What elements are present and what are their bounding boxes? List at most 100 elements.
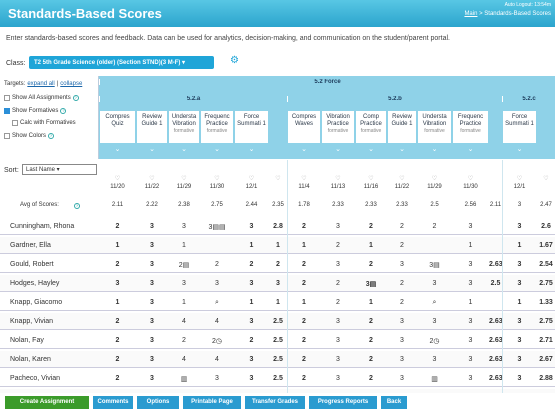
comment-toggle-icon[interactable]: ♡ [149, 176, 155, 182]
score-cell[interactable]: 3 [150, 223, 154, 230]
score-cell[interactable]: 1 [115, 242, 120, 249]
score-cell[interactable]: 2 [302, 375, 306, 382]
score-cell[interactable]: 3 [249, 318, 254, 325]
score-cell[interactable]: 3▤ [365, 281, 377, 288]
assignment-column-header[interactable]: Frequenc Practice formative [200, 110, 234, 144]
comment-toggle-icon[interactable]: ♡ [467, 176, 474, 182]
score-cell[interactable]: 1 [249, 299, 254, 306]
score-cell[interactable]: 2 [369, 318, 373, 325]
comment-toggle-icon[interactable]: ♡ [516, 176, 523, 182]
score-cell[interactable]: 3 [215, 375, 219, 382]
score-cell[interactable]: 1 [369, 299, 373, 306]
score-cell[interactable]: 3 [400, 261, 404, 268]
score-cell[interactable]: 2 [400, 242, 404, 249]
assignment-column-header[interactable]: Frequenc Practice formative [452, 110, 489, 144]
chevron-down-icon[interactable]: ⌄ [214, 146, 220, 153]
back-button[interactable]: Back [381, 396, 407, 409]
sort-select[interactable]: Last Name ▾ [22, 164, 97, 175]
assignment-column-header[interactable]: Review Guide 1 [136, 110, 168, 144]
score-cell[interactable]: 3 [336, 375, 340, 382]
score-cell[interactable]: 3 [468, 280, 473, 287]
score-cell[interactable]: 4 [182, 356, 186, 363]
comment-toggle-icon[interactable]: ♡ [368, 176, 374, 182]
score-cell[interactable]: 2 [302, 261, 306, 268]
score-cell[interactable]: 2 [302, 318, 306, 325]
calc-formatives-checkbox[interactable] [12, 120, 18, 126]
score-cell[interactable]: 2 [115, 318, 120, 325]
score-cell[interactable]: 1 [115, 299, 120, 306]
show-all-row[interactable]: Show All Assignments? [4, 95, 79, 101]
score-cell[interactable]: 2▤ [178, 262, 190, 269]
score-cell[interactable]: 2 [302, 356, 306, 363]
score-cell[interactable]: 3 [115, 280, 120, 287]
comment-toggle-icon[interactable]: ♡ [248, 176, 255, 182]
assignment-column-header[interactable]: Understa Vibration formative [168, 110, 200, 144]
help-icon[interactable]: ? [48, 133, 55, 139]
score-cell[interactable]: 1 [517, 299, 522, 306]
score-cell[interactable]: 1 [182, 242, 186, 249]
score-cell[interactable]: 1 [302, 299, 306, 306]
score-cell[interactable]: 2 [115, 375, 120, 382]
score-cell[interactable]: 2 [432, 223, 437, 230]
score-cell[interactable]: 3 [517, 223, 522, 230]
help-icon[interactable]: ? [74, 203, 80, 209]
score-cell[interactable]: 1 [369, 242, 373, 249]
gear-icon[interactable]: ⚙ [230, 55, 239, 66]
score-cell[interactable]: 2 [115, 223, 120, 230]
score-cell[interactable]: 3 [249, 356, 254, 363]
chevron-down-icon[interactable]: ⌄ [335, 146, 341, 153]
score-cell[interactable]: 3 [468, 261, 473, 268]
score-cell[interactable]: 3 [400, 356, 404, 363]
score-cell[interactable]: 3▤▤ [208, 224, 226, 231]
score-cell[interactable]: 2 [336, 280, 340, 287]
student-name[interactable]: Gardner, Ella [10, 242, 51, 249]
chevron-down-icon[interactable]: ⌄ [114, 146, 121, 153]
comments-button[interactable]: Comments [93, 396, 133, 409]
score-cell[interactable]: ⌕ [432, 299, 437, 306]
score-cell[interactable]: ⌕ [215, 299, 219, 306]
class-selector[interactable]: T2 5th Grade Science (older) (Section ST… [29, 56, 214, 69]
options-button[interactable]: Options [137, 396, 179, 409]
score-cell[interactable]: 3 [336, 261, 340, 268]
score-cell[interactable]: 4 [215, 356, 219, 363]
score-cell[interactable]: 1 [182, 299, 186, 306]
assignment-column-header[interactable]: Compres Quiz [99, 110, 136, 144]
score-cell[interactable]: 3 [336, 337, 340, 344]
score-cell[interactable]: 3 [468, 223, 473, 230]
score-cell[interactable]: 2 [302, 337, 306, 344]
chevron-down-icon[interactable]: ⌄ [516, 146, 523, 153]
score-cell[interactable]: 3 [517, 356, 522, 363]
score-cell[interactable]: 3 [468, 356, 473, 363]
score-cell[interactable]: 2 [400, 280, 404, 287]
score-cell[interactable]: 3 [468, 337, 473, 344]
chevron-down-icon[interactable]: ⌄ [467, 146, 474, 153]
score-cell[interactable]: 3 [517, 337, 522, 344]
comment-toggle-icon[interactable]: ♡ [275, 176, 281, 182]
comment-toggle-icon[interactable]: ♡ [214, 176, 220, 182]
score-cell[interactable]: 2 [369, 337, 373, 344]
assignment-column-header[interactable]: Review Guide 1 [387, 110, 417, 144]
score-cell[interactable]: 3 [400, 375, 404, 382]
chevron-down-icon[interactable]: ⌄ [368, 146, 374, 153]
comment-toggle-icon[interactable]: ♡ [399, 176, 405, 182]
score-cell[interactable]: 2 [302, 223, 306, 230]
score-cell[interactable]: 3 [336, 223, 340, 230]
score-cell[interactable]: 3 [182, 223, 186, 230]
score-cell[interactable]: 2 [400, 299, 404, 306]
score-cell[interactable]: 2 [369, 356, 373, 363]
score-cell[interactable]: 3 [400, 337, 404, 344]
collapse-link[interactable]: collapse [60, 81, 83, 87]
score-cell[interactable]: 2 [215, 261, 219, 268]
chevron-down-icon[interactable]: ⌄ [301, 146, 307, 153]
transfer-grades-button[interactable]: Transfer Grades [245, 396, 305, 409]
score-cell[interactable]: 2 [182, 337, 186, 344]
score-cell[interactable]: 3 [249, 375, 254, 382]
score-cell[interactable]: 3 [336, 318, 340, 325]
help-icon[interactable]: ? [72, 95, 79, 101]
student-name[interactable]: Nolan, Karen [10, 356, 51, 363]
chevron-down-icon[interactable]: ⌄ [149, 146, 155, 153]
student-name[interactable]: Gould, Robert [10, 261, 54, 268]
score-cell[interactable]: 2 [249, 337, 254, 344]
show-colors-checkbox[interactable] [4, 133, 10, 139]
student-name[interactable]: Pacheco, Vivian [10, 375, 61, 382]
